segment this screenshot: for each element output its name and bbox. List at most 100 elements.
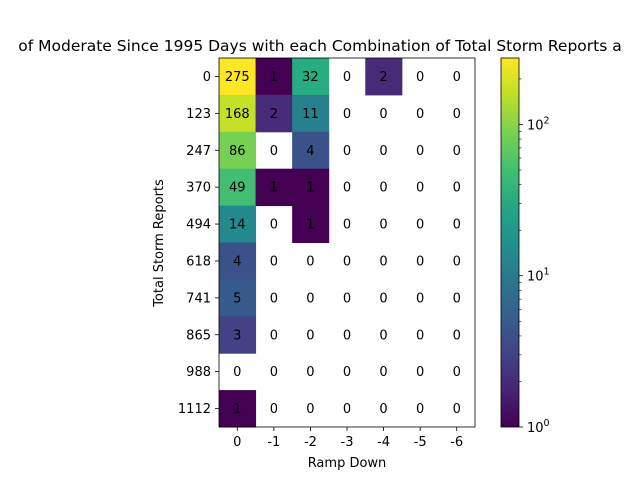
y-tick-label: 865 bbox=[186, 328, 211, 343]
y-tick-label: 1112 bbox=[178, 402, 211, 417]
colorbar-tick-label: 102 bbox=[527, 115, 550, 133]
cell-value-label: 0 bbox=[343, 328, 351, 343]
x-tick-label: 0 bbox=[233, 435, 241, 450]
cell-value-label: 4 bbox=[306, 144, 314, 159]
cell-value-label: 0 bbox=[416, 70, 424, 85]
heatmap-cell bbox=[219, 131, 257, 170]
x-tick-label: -3 bbox=[341, 435, 354, 450]
cell-value-label: 2 bbox=[270, 107, 278, 122]
colorbar-tick-label: 100 bbox=[527, 418, 550, 436]
cell-value-label: 0 bbox=[453, 181, 461, 196]
x-tick-label: -5 bbox=[414, 435, 427, 450]
heatmap-cell bbox=[255, 58, 293, 96]
heatmap-cells bbox=[219, 58, 403, 428]
y-tick-label: 370 bbox=[186, 181, 211, 196]
cell-value-label: 0 bbox=[343, 365, 351, 380]
cell-value-label: 0 bbox=[233, 365, 241, 380]
heatmap-cell bbox=[255, 168, 293, 207]
cell-value-label: 0 bbox=[306, 402, 314, 417]
y-tick-label: 988 bbox=[186, 365, 211, 380]
cell-value-label: 1 bbox=[306, 218, 314, 233]
cell-value-label: 0 bbox=[270, 144, 278, 159]
cell-value-label: 168 bbox=[225, 107, 250, 122]
x-tick-label: -2 bbox=[304, 435, 317, 450]
cell-value-label: 1 bbox=[233, 402, 241, 417]
cell-value-label: 0 bbox=[343, 402, 351, 417]
cell-value-label: 275 bbox=[225, 70, 250, 85]
cell-value-label: 0 bbox=[379, 365, 387, 380]
heatmap-cell bbox=[292, 205, 330, 243]
heatmap-cell bbox=[292, 94, 330, 133]
cell-value-label: 1 bbox=[306, 181, 314, 196]
cell-value-label: 0 bbox=[453, 291, 461, 306]
colorbar-tick-label: 101 bbox=[527, 267, 550, 285]
cell-value-label: 0 bbox=[379, 328, 387, 343]
y-axis-label: Total Storm Reports bbox=[152, 179, 167, 308]
cell-value-label: 0 bbox=[343, 181, 351, 196]
cell-value-label: 2 bbox=[379, 70, 387, 85]
cell-value-label: 5 bbox=[233, 291, 241, 306]
cell-value-label: 0 bbox=[343, 218, 351, 233]
heatmap-cell bbox=[219, 242, 257, 280]
y-tick-label: 618 bbox=[186, 254, 211, 269]
cell-value-label: 0 bbox=[379, 402, 387, 417]
cell-value-label: 0 bbox=[416, 144, 424, 159]
cell-value-label: 0 bbox=[379, 181, 387, 196]
cell-value-label: 0 bbox=[453, 328, 461, 343]
cell-value-label: 0 bbox=[416, 218, 424, 233]
x-axis-label: Ramp Down bbox=[308, 456, 387, 471]
heatmap-cell bbox=[219, 168, 257, 207]
cell-value-label: 0 bbox=[453, 70, 461, 85]
cell-value-label: 1 bbox=[270, 70, 278, 85]
chart-title: of Moderate Since 1995 Days with each Co… bbox=[18, 37, 621, 55]
cell-value-label: 3 bbox=[233, 328, 241, 343]
cell-value-label: 0 bbox=[416, 181, 424, 196]
heatmap-cell bbox=[219, 94, 257, 133]
cell-value-label: 0 bbox=[343, 291, 351, 306]
cell-value-label: 0 bbox=[379, 254, 387, 269]
cell-value-label: 0 bbox=[379, 218, 387, 233]
y-axis-ticks: 0 123 247 370 494 618 741 865 988 1112 bbox=[178, 70, 219, 417]
cell-value-label: 4 bbox=[233, 254, 241, 269]
cell-value-label: 1 bbox=[270, 181, 278, 196]
cell-value-label: 0 bbox=[343, 254, 351, 269]
y-tick-label: 247 bbox=[186, 144, 211, 159]
cell-value-label: 0 bbox=[453, 218, 461, 233]
cell-value-label: 0 bbox=[453, 254, 461, 269]
heatmap-cell bbox=[219, 390, 257, 428]
y-tick-label: 494 bbox=[186, 218, 211, 233]
x-tick-label: -1 bbox=[267, 435, 280, 450]
cell-value-label: 0 bbox=[270, 218, 278, 233]
heatmap-cell bbox=[255, 94, 293, 133]
cell-value-label: 0 bbox=[270, 365, 278, 380]
x-tick-label: -4 bbox=[377, 435, 390, 450]
cell-value-label: 0 bbox=[416, 328, 424, 343]
cell-value-label: 0 bbox=[270, 254, 278, 269]
cell-value-label: 0 bbox=[343, 70, 351, 85]
cell-value-label: 0 bbox=[416, 402, 424, 417]
cell-value-label: 86 bbox=[229, 144, 246, 159]
colorbar-ticks: 100 101 102 bbox=[519, 78, 550, 436]
cell-value-label: 0 bbox=[416, 107, 424, 122]
cell-value-label: 0 bbox=[270, 402, 278, 417]
x-tick-label: -6 bbox=[450, 435, 463, 450]
cell-value-label: 11 bbox=[302, 107, 319, 122]
cell-value-label: 0 bbox=[306, 254, 314, 269]
heatmap-cell bbox=[219, 316, 257, 354]
cell-value-label: 49 bbox=[229, 181, 246, 196]
cell-value-label: 0 bbox=[379, 291, 387, 306]
heatmap-cell bbox=[219, 279, 257, 317]
heatmap-cell bbox=[365, 58, 403, 96]
heatmap-cell bbox=[292, 58, 330, 96]
cell-value-label: 0 bbox=[379, 107, 387, 122]
x-axis-ticks: 0 -1 -2 -3 -4 -5 -6 bbox=[233, 427, 463, 450]
cell-value-label: 0 bbox=[416, 365, 424, 380]
cell-value-label: 0 bbox=[306, 365, 314, 380]
cell-value-label: 0 bbox=[306, 291, 314, 306]
cell-value-label: 0 bbox=[270, 291, 278, 306]
cell-value-label: 0 bbox=[453, 365, 461, 380]
heatmap-cell bbox=[219, 58, 257, 96]
cell-value-label: 0 bbox=[306, 328, 314, 343]
cell-value-label: 0 bbox=[416, 291, 424, 306]
